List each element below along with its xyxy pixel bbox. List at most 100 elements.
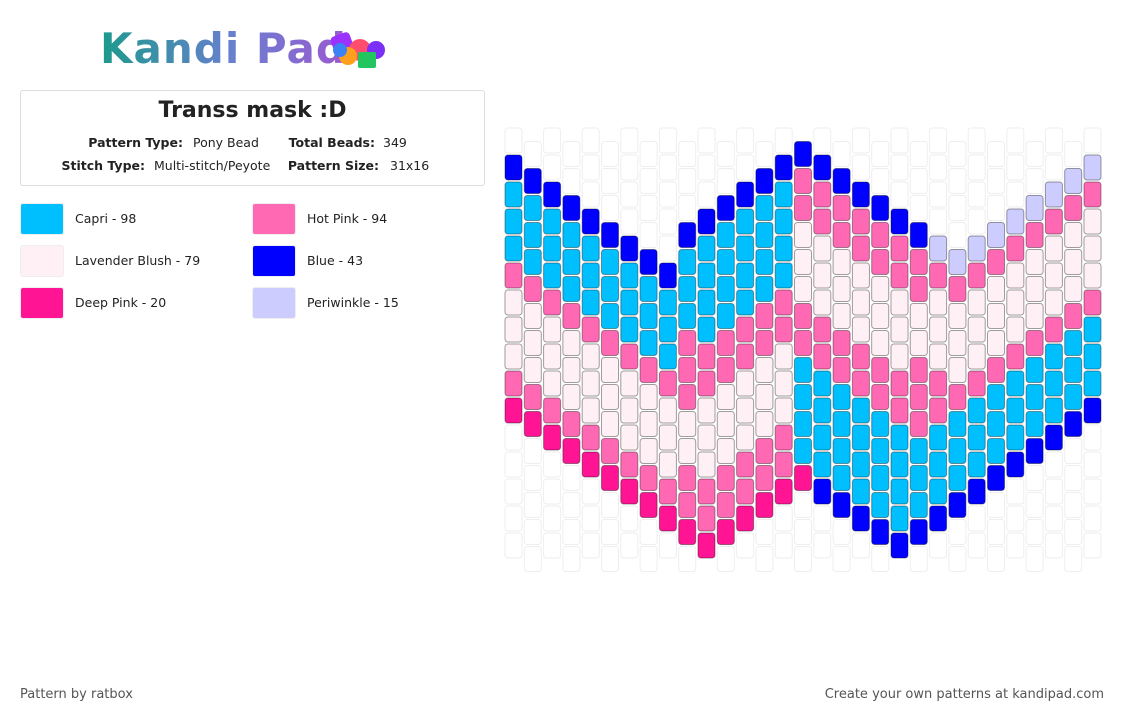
empty-bead: [832, 141, 851, 167]
bead: [504, 262, 523, 289]
empty-bead: [601, 168, 619, 194]
bead: [1025, 276, 1044, 302]
bead: [929, 289, 948, 316]
empty-bead: [851, 127, 870, 154]
bead: [813, 370, 832, 397]
bead: [794, 141, 812, 167]
bead: [1044, 424, 1063, 451]
bead: [1025, 357, 1044, 383]
empty-bead: [658, 154, 677, 181]
bead: [909, 276, 928, 302]
bead: [639, 411, 658, 437]
empty-bead: [678, 546, 697, 572]
bead: [620, 397, 639, 424]
bead: [620, 343, 639, 370]
bead: [736, 235, 755, 262]
bead: [639, 330, 658, 356]
bead: [929, 343, 948, 370]
bead: [774, 424, 793, 451]
legend-swatch: [252, 245, 296, 277]
bead: [755, 276, 774, 302]
empty-bead: [1083, 532, 1102, 559]
bead: [581, 316, 600, 343]
bead: [523, 384, 542, 410]
empty-bead: [1025, 141, 1044, 167]
empty-bead: [794, 519, 812, 545]
footer-link[interactable]: Create your own patterns at kandipad.com: [824, 687, 1104, 702]
bead: [716, 249, 735, 275]
empty-bead: [736, 154, 755, 181]
bead: [543, 181, 562, 208]
bead: [813, 424, 832, 451]
bead: [523, 330, 542, 356]
empty-bead: [601, 546, 619, 572]
empty-bead: [909, 546, 928, 572]
empty-bead: [871, 168, 890, 194]
bead: [697, 505, 716, 532]
bead: [890, 397, 909, 424]
bead: [678, 249, 697, 275]
bead: [620, 478, 639, 505]
bead: [523, 249, 542, 275]
empty-bead: [987, 519, 1005, 545]
bead: [562, 249, 581, 275]
empty-bead: [755, 546, 774, 572]
bead: [601, 384, 619, 410]
bead: [581, 262, 600, 289]
bead: [678, 303, 697, 329]
bead: [851, 343, 870, 370]
empty-bead: [620, 208, 639, 235]
empty-bead: [658, 235, 677, 262]
bead: [774, 343, 793, 370]
bead: [794, 438, 812, 464]
bead: [639, 276, 658, 302]
bead: [639, 492, 658, 518]
field-label: Pattern Type:: [88, 135, 183, 150]
bead: [794, 168, 812, 194]
bead: [562, 303, 581, 329]
empty-bead: [562, 465, 581, 491]
bead: [620, 316, 639, 343]
bead: [736, 343, 755, 370]
bead: [1083, 316, 1102, 343]
empty-bead: [523, 141, 542, 167]
bead: [755, 411, 774, 437]
bead: [890, 235, 909, 262]
empty-bead: [929, 127, 948, 154]
bead: [581, 370, 600, 397]
bead: [871, 519, 890, 545]
empty-bead: [909, 195, 928, 221]
bead: [523, 168, 542, 194]
bead: [1044, 289, 1063, 316]
legend-label: Hot Pink - 94: [307, 211, 388, 226]
empty-bead: [1044, 478, 1063, 505]
bead: [755, 438, 774, 464]
bead: [658, 505, 677, 532]
bead: [678, 411, 697, 437]
bead: [890, 370, 909, 397]
bead: [716, 357, 735, 383]
bead: [832, 222, 851, 248]
bead: [1044, 370, 1063, 397]
empty-bead: [523, 465, 542, 491]
empty-bead: [1025, 492, 1044, 518]
bead: [736, 478, 755, 505]
bead: [562, 276, 581, 302]
bead: [929, 478, 948, 505]
bead: [774, 262, 793, 289]
bead: [1006, 451, 1025, 478]
bead: [755, 303, 774, 329]
bead: [504, 397, 523, 424]
bead: [601, 411, 619, 437]
empty-bead: [967, 181, 986, 208]
bead: [1064, 168, 1083, 194]
bead: [543, 424, 562, 451]
bead: [832, 411, 851, 437]
bead: [1025, 438, 1044, 464]
empty-bead: [543, 505, 562, 532]
empty-bead: [755, 519, 774, 545]
bead: [1025, 384, 1044, 410]
logo[interactable]: Kandi Pad: [100, 24, 347, 73]
empty-bead: [813, 127, 832, 154]
bead: [1083, 262, 1102, 289]
